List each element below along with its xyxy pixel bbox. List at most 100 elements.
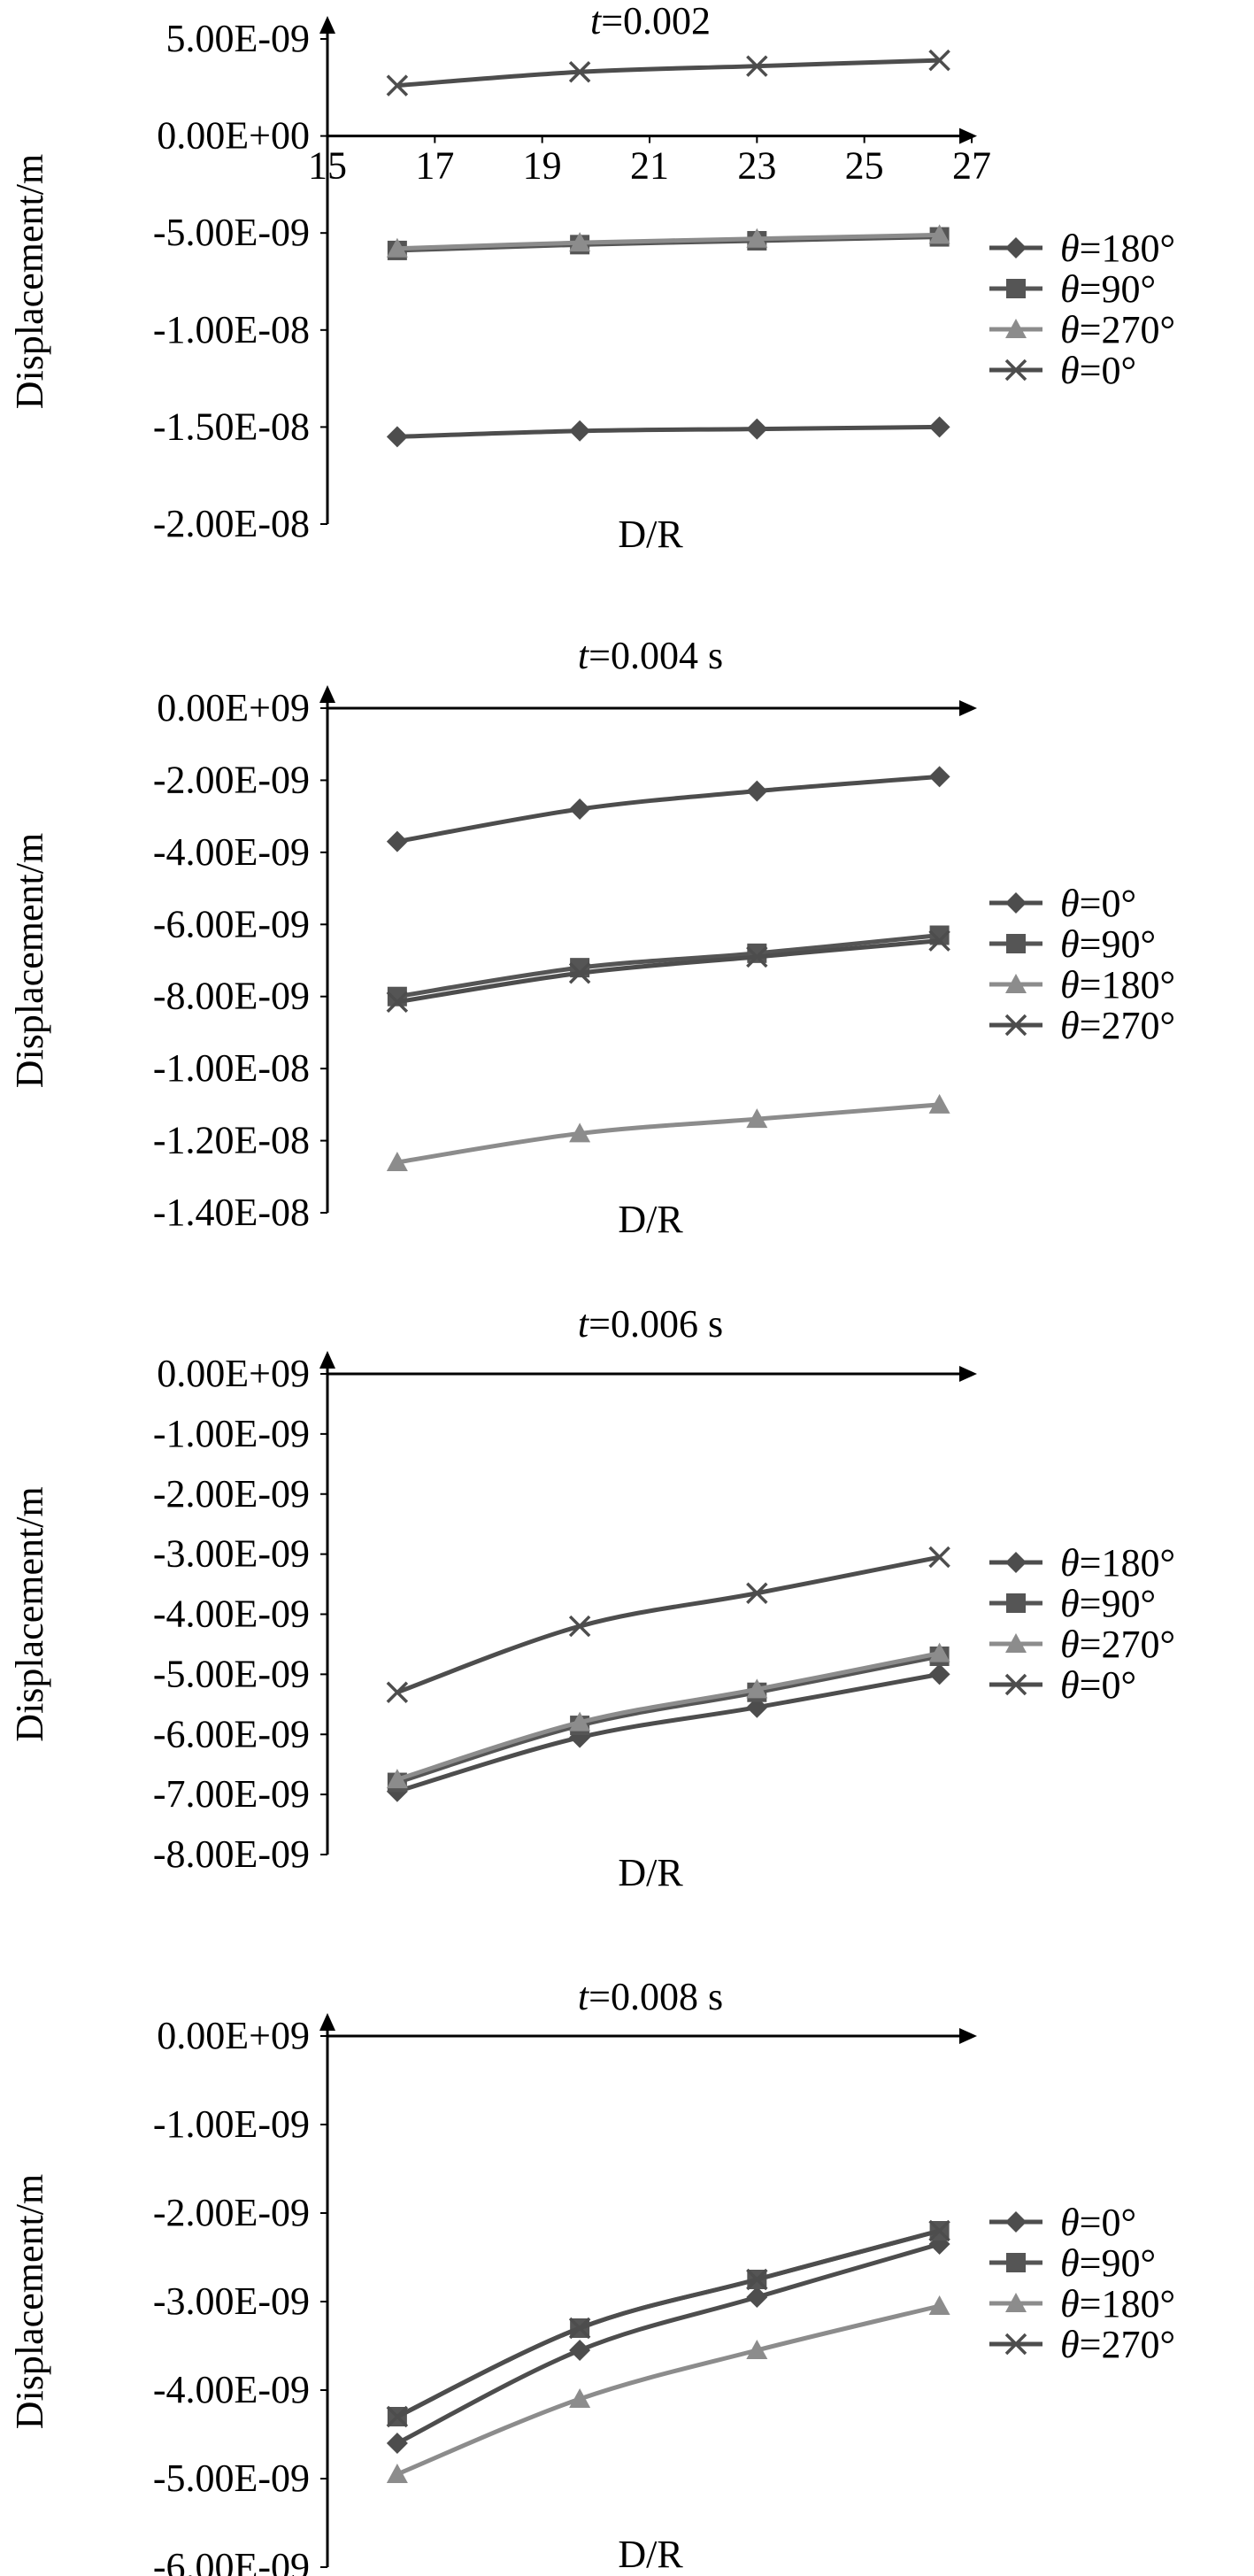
y-tick-label: -7.00E-09 <box>153 1772 310 1816</box>
data-point <box>386 2464 408 2483</box>
x-tick-label: 15 <box>308 144 347 188</box>
data-point <box>928 1663 950 1685</box>
series-4 <box>386 49 950 96</box>
y-tick-label: -3.00E-09 <box>153 1532 310 1576</box>
legend-label-var: θ <box>1060 963 1080 1006</box>
legend-label: θ=90° <box>1060 1582 1156 1625</box>
series-line <box>396 1102 940 1165</box>
y-tick-label: -5.00E-09 <box>153 1652 310 1695</box>
legend-marker <box>1004 359 1027 382</box>
legend-label-var: θ <box>1060 2201 1080 2244</box>
x-axis-arrow <box>959 1366 977 1382</box>
legend-label: θ=0° <box>1060 1663 1136 1707</box>
legend-label: θ=90° <box>1060 2241 1156 2285</box>
y-tick-label: -8.00E-09 <box>153 1832 310 1876</box>
legend-label-var: θ <box>1060 1004 1080 1047</box>
legend-entry-2: θ=90° <box>989 267 1156 311</box>
legend-marker <box>1004 1014 1027 1037</box>
y-tick-label: -1.20E-08 <box>153 1119 310 1162</box>
series-line <box>396 58 940 89</box>
y-tick-label: -5.00E-09 <box>153 2456 310 2500</box>
data-point <box>386 426 408 448</box>
y-tick-label: -2.00E-09 <box>153 2191 310 2234</box>
data-point <box>568 1615 591 1638</box>
series-line <box>396 938 940 1005</box>
legend-label-var: θ <box>1060 882 1080 925</box>
marker-stroke <box>386 1681 409 1703</box>
y-tick-label: -1.00E-08 <box>153 1046 310 1090</box>
legend-label-var: θ <box>1060 1582 1080 1625</box>
data-point <box>928 416 950 438</box>
x-axis-arrow <box>959 2028 977 2044</box>
legend-label-var: θ <box>1060 308 1080 351</box>
data-point <box>928 1642 950 1662</box>
series-2 <box>387 227 950 260</box>
y-axis-label: Displacement/m <box>8 154 51 409</box>
y-axis-arrow <box>319 16 335 34</box>
legend-label-var: θ <box>1060 2323 1080 2366</box>
marker-stroke <box>386 2405 409 2428</box>
legend-label-rest: =0° <box>1080 882 1136 925</box>
legend-label-rest: =270° <box>1080 2323 1175 2366</box>
data-point <box>569 1122 591 1143</box>
legend-entry-2: θ=90° <box>989 922 1156 966</box>
legend-marker <box>1005 2293 1027 2312</box>
series-4 <box>386 929 950 1014</box>
legend-label-var: θ <box>1060 1663 1080 1707</box>
legend-label: θ=180° <box>1060 227 1175 270</box>
y-tick-label: -6.00E-09 <box>153 1712 310 1755</box>
y-tick-label: -5.00E-09 <box>153 211 310 254</box>
marker-stroke <box>1004 2333 1027 2356</box>
chart-title: t=0.008 s <box>578 1975 723 2018</box>
legend-entry-4: θ=270° <box>989 1004 1175 1047</box>
legend-label: θ=0° <box>1060 882 1136 925</box>
legend-label-rest: =90° <box>1080 2241 1156 2285</box>
chart-title-rest: =0.008 s <box>589 1975 723 2018</box>
series-3 <box>386 1093 950 1171</box>
y-axis-arrow <box>319 1351 335 1369</box>
legend-marker <box>1005 892 1027 914</box>
marker-stroke <box>928 929 950 952</box>
data-point <box>386 1681 409 1703</box>
series-line <box>396 933 940 999</box>
legend-label: θ=0° <box>1060 2201 1136 2244</box>
data-point <box>568 2317 591 2340</box>
series-line <box>396 1651 941 1782</box>
legend-label-rest: =180° <box>1080 1541 1175 1585</box>
marker-stroke <box>928 49 950 72</box>
y-tick-label: -1.00E-08 <box>153 308 310 351</box>
data-point <box>746 2287 768 2308</box>
legend-label-rest: =180° <box>1080 963 1175 1006</box>
legend-entry-3: θ=270° <box>989 308 1175 351</box>
legend-label-rest: =90° <box>1080 267 1156 311</box>
marker-stroke <box>1004 1014 1027 1037</box>
legend-marker <box>1005 1633 1027 1653</box>
chart-title: t=0.002 <box>590 0 711 42</box>
y-tick-label: -4.00E-09 <box>153 1593 310 1636</box>
marker-stroke <box>1004 1673 1027 1696</box>
x-tick-label: 27 <box>952 144 991 188</box>
y-axis-arrow <box>319 2013 335 2031</box>
data-point <box>928 49 950 72</box>
y-tick-label: -4.00E-09 <box>153 830 310 874</box>
series-1 <box>386 2233 950 2454</box>
x-axis-label: D/R <box>618 513 683 556</box>
legend-label-rest: =270° <box>1080 308 1175 351</box>
legend-marker <box>1005 1552 1027 1573</box>
legend-entry-3: θ=270° <box>989 1623 1175 1666</box>
y-tick-label: 0.00E+00 <box>157 114 310 158</box>
data-point <box>386 991 409 1014</box>
legend-entry-3: θ=180° <box>989 2282 1175 2325</box>
marker-stroke <box>1004 359 1027 382</box>
data-point <box>386 74 409 96</box>
x-axis-label: D/R <box>618 1851 683 1894</box>
legend-entry-2: θ=90° <box>989 2241 1156 2285</box>
data-point <box>746 2268 768 2291</box>
y-tick-label: -4.00E-09 <box>153 2368 310 2411</box>
legend-label: θ=90° <box>1060 267 1156 311</box>
legend-label-rest: =270° <box>1080 1004 1175 1047</box>
x-tick-label: 25 <box>845 144 884 188</box>
y-axis-arrow <box>319 685 335 703</box>
y-tick-label: 5.00E-09 <box>165 17 310 60</box>
series-3 <box>386 2295 950 2483</box>
